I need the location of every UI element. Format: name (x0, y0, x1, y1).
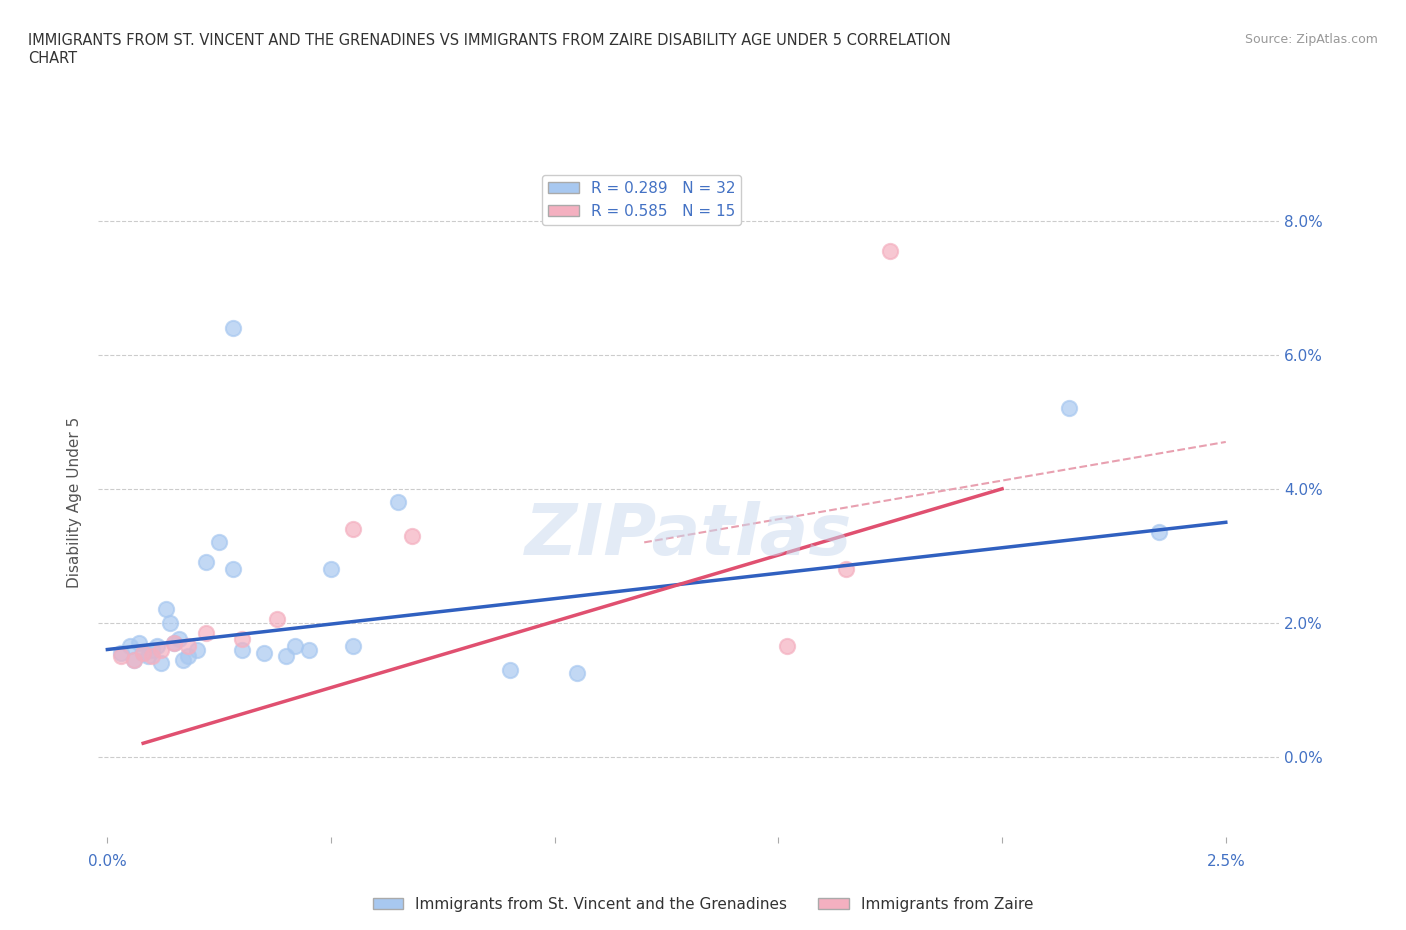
Text: CHART: CHART (28, 51, 77, 66)
Point (266, 612, 288, 627)
Point (401, 528, 423, 543)
Point (132, 645, 155, 660)
Legend: R = 0.289   N = 32, R = 0.585   N = 15: R = 0.289 N = 32, R = 0.585 N = 15 (541, 175, 741, 225)
Point (167, 632, 190, 647)
Point (118, 639, 141, 654)
Point (342, 639, 364, 654)
Legend: Immigrants from St. Vincent and the Grenadines, Immigrants from Zaire: Immigrants from St. Vincent and the Gren… (367, 891, 1039, 918)
Point (231, 642, 253, 657)
Point (284, 639, 307, 654)
Point (136, 649, 159, 664)
Point (342, 522, 364, 537)
Text: 2.5%: 2.5% (1206, 854, 1246, 869)
Text: IMMIGRANTS FROM ST. VINCENT AND THE GRENADINES VS IMMIGRANTS FROM ZAIRE DISABILI: IMMIGRANTS FROM ST. VINCENT AND THE GREN… (28, 33, 950, 47)
Point (122, 652, 145, 667)
Point (879, 244, 901, 259)
Point (177, 649, 200, 664)
Point (221, 321, 243, 336)
Point (141, 642, 163, 657)
Point (834, 562, 856, 577)
Point (194, 555, 217, 570)
Point (1057, 401, 1080, 416)
Point (159, 616, 181, 631)
Point (387, 495, 409, 510)
Point (128, 635, 150, 650)
Point (276, 649, 298, 664)
Point (231, 632, 253, 647)
Text: ZIPatlas: ZIPatlas (526, 501, 852, 570)
Point (298, 642, 321, 657)
Text: Source: ZipAtlas.com: Source: ZipAtlas.com (1244, 33, 1378, 46)
Point (150, 642, 173, 657)
Point (122, 652, 145, 667)
Text: 0.0%: 0.0% (89, 854, 127, 869)
Point (110, 645, 132, 660)
Point (194, 625, 217, 640)
Point (141, 649, 163, 664)
Point (145, 639, 167, 654)
Point (221, 562, 243, 577)
Point (172, 652, 194, 667)
Point (155, 602, 177, 617)
Point (319, 562, 342, 577)
Point (163, 635, 186, 650)
Point (186, 642, 208, 657)
Point (150, 656, 173, 671)
Point (208, 535, 231, 550)
Point (177, 639, 200, 654)
Point (163, 635, 186, 650)
Point (110, 649, 132, 664)
Point (565, 666, 588, 681)
Point (1147, 525, 1170, 539)
Y-axis label: Disability Age Under 5: Disability Age Under 5 (67, 417, 83, 588)
Point (776, 639, 799, 654)
Point (132, 645, 155, 660)
Point (499, 662, 522, 677)
Point (253, 645, 276, 660)
